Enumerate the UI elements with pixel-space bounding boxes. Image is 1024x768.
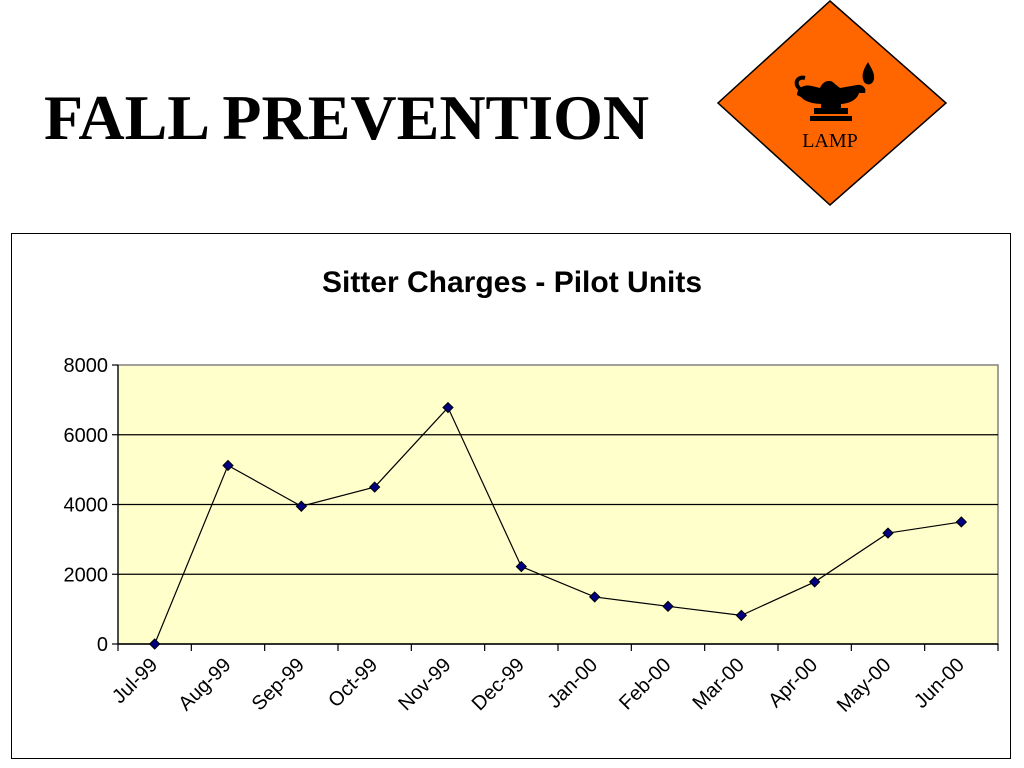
data-point-marker	[148, 638, 161, 650]
logo-text: LAMP	[802, 130, 858, 152]
page-title: FALL PREVENTION	[44, 82, 650, 153]
lamp-logo: LAMP	[716, 0, 948, 207]
y-tick-label: 4000	[64, 495, 109, 517]
data-point-marker	[588, 591, 601, 603]
x-tick-label: Jan-00	[543, 654, 602, 713]
x-tick-label: Feb-00	[615, 654, 675, 714]
x-tick-label: May-00	[833, 654, 896, 717]
data-point-marker	[295, 500, 308, 512]
data-point-marker	[222, 459, 234, 472]
x-tick-label: Sep-99	[248, 654, 309, 715]
data-point-marker	[735, 609, 748, 622]
x-tick-label: Jul-99	[108, 654, 162, 708]
series-line	[154, 406, 962, 645]
chart-panel: Sitter Charges - Pilot Units 0 2000 4000 60…	[11, 233, 1011, 759]
x-tick-label: Oct-99	[324, 654, 382, 712]
data-point-marker	[515, 560, 528, 573]
x-tick-label: Mar-00	[689, 654, 749, 714]
data-point-marker	[368, 481, 381, 493]
x-tick-label: Dec-99	[468, 654, 529, 715]
data-point-marker	[882, 527, 894, 539]
y-tick-label: 0	[97, 634, 108, 656]
data-point-marker	[808, 576, 821, 588]
lamp-logo-svg: LAMP	[716, 0, 948, 207]
line-chart: Sitter Charges - Pilot Units 0 2000 4000 60…	[64, 266, 999, 717]
data-point-marker	[662, 600, 674, 613]
y-tick-label: 2000	[64, 564, 109, 586]
data-point-marker	[955, 516, 968, 528]
oil-lamp-icon	[794, 62, 875, 121]
y-tick-label: 8000	[64, 355, 109, 377]
chart-title: Sitter Charges - Pilot Units	[322, 266, 702, 299]
x-tick-label: Apr-00	[764, 654, 822, 712]
x-tick-label: Nov-99	[394, 654, 455, 715]
x-tick-label: Aug-99	[174, 654, 235, 715]
y-tick-label: 6000	[64, 425, 109, 447]
data-point-marker	[442, 401, 454, 414]
x-tick-label: Jun-00	[910, 654, 969, 713]
